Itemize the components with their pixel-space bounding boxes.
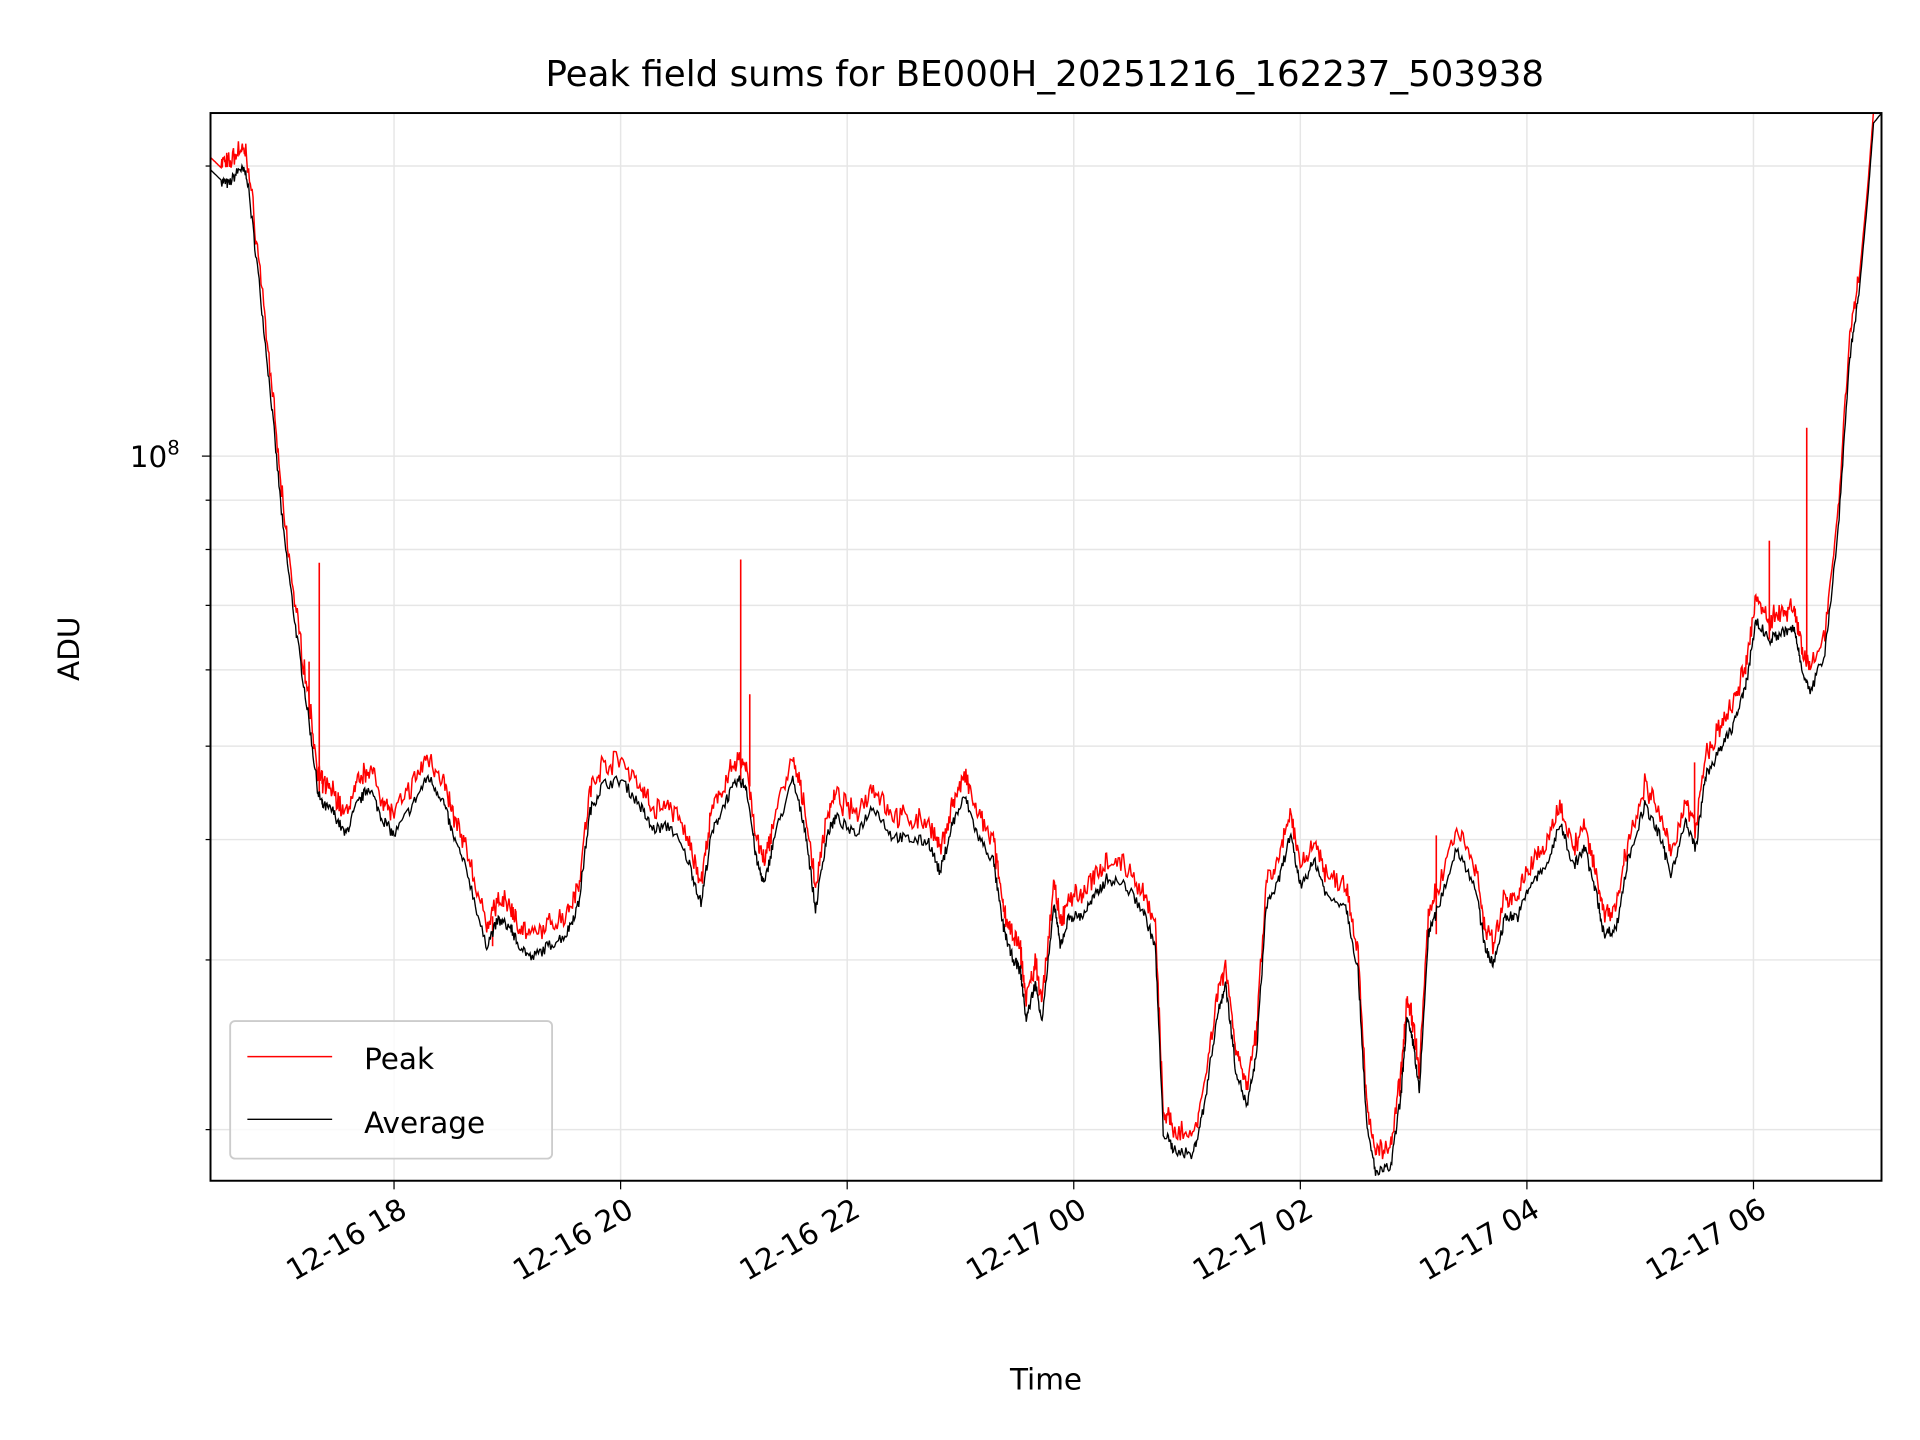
x-tick-label: 12-17 02 — [1187, 1192, 1319, 1288]
y-tick-label-1e8: 108 — [130, 437, 180, 474]
x-tick-label: 12-17 00 — [960, 1192, 1092, 1288]
legend-box — [229, 1020, 554, 1160]
x-tick-label: 12-16 22 — [734, 1192, 866, 1288]
y-axis-label: ADU — [52, 617, 86, 681]
x-tick-label: 12-16 18 — [281, 1192, 413, 1288]
y-tick-label-exponent: 8 — [167, 437, 180, 460]
series-line-average — [210, 113, 1882, 1176]
legend: Peak Average — [229, 1020, 554, 1160]
x-tick-label: 12-17 06 — [1640, 1192, 1772, 1288]
plot-frame — [209, 112, 1883, 1182]
y-ticks: 108 — [130, 165, 211, 1131]
chart-title: Peak field sums for BE000H_20251216_1622… — [545, 54, 1544, 95]
y-tick-label-base: 10 — [130, 440, 167, 474]
x-axis-label: Time — [1009, 1363, 1082, 1397]
x-tick-label: 12-16 20 — [507, 1192, 639, 1288]
x-ticks: 12-16 18 12-16 20 12-16 22 12-17 00 12-17 02… — [281, 1180, 1772, 1288]
legend-label-peak: Peak — [364, 1042, 434, 1076]
legend-label-average: Average — [364, 1106, 485, 1140]
x-tick-label: 12-17 04 — [1413, 1192, 1545, 1288]
series-line-peak — [210, 113, 1882, 1160]
grid — [210, 113, 1882, 1181]
plot-lines — [210, 113, 1882, 1176]
